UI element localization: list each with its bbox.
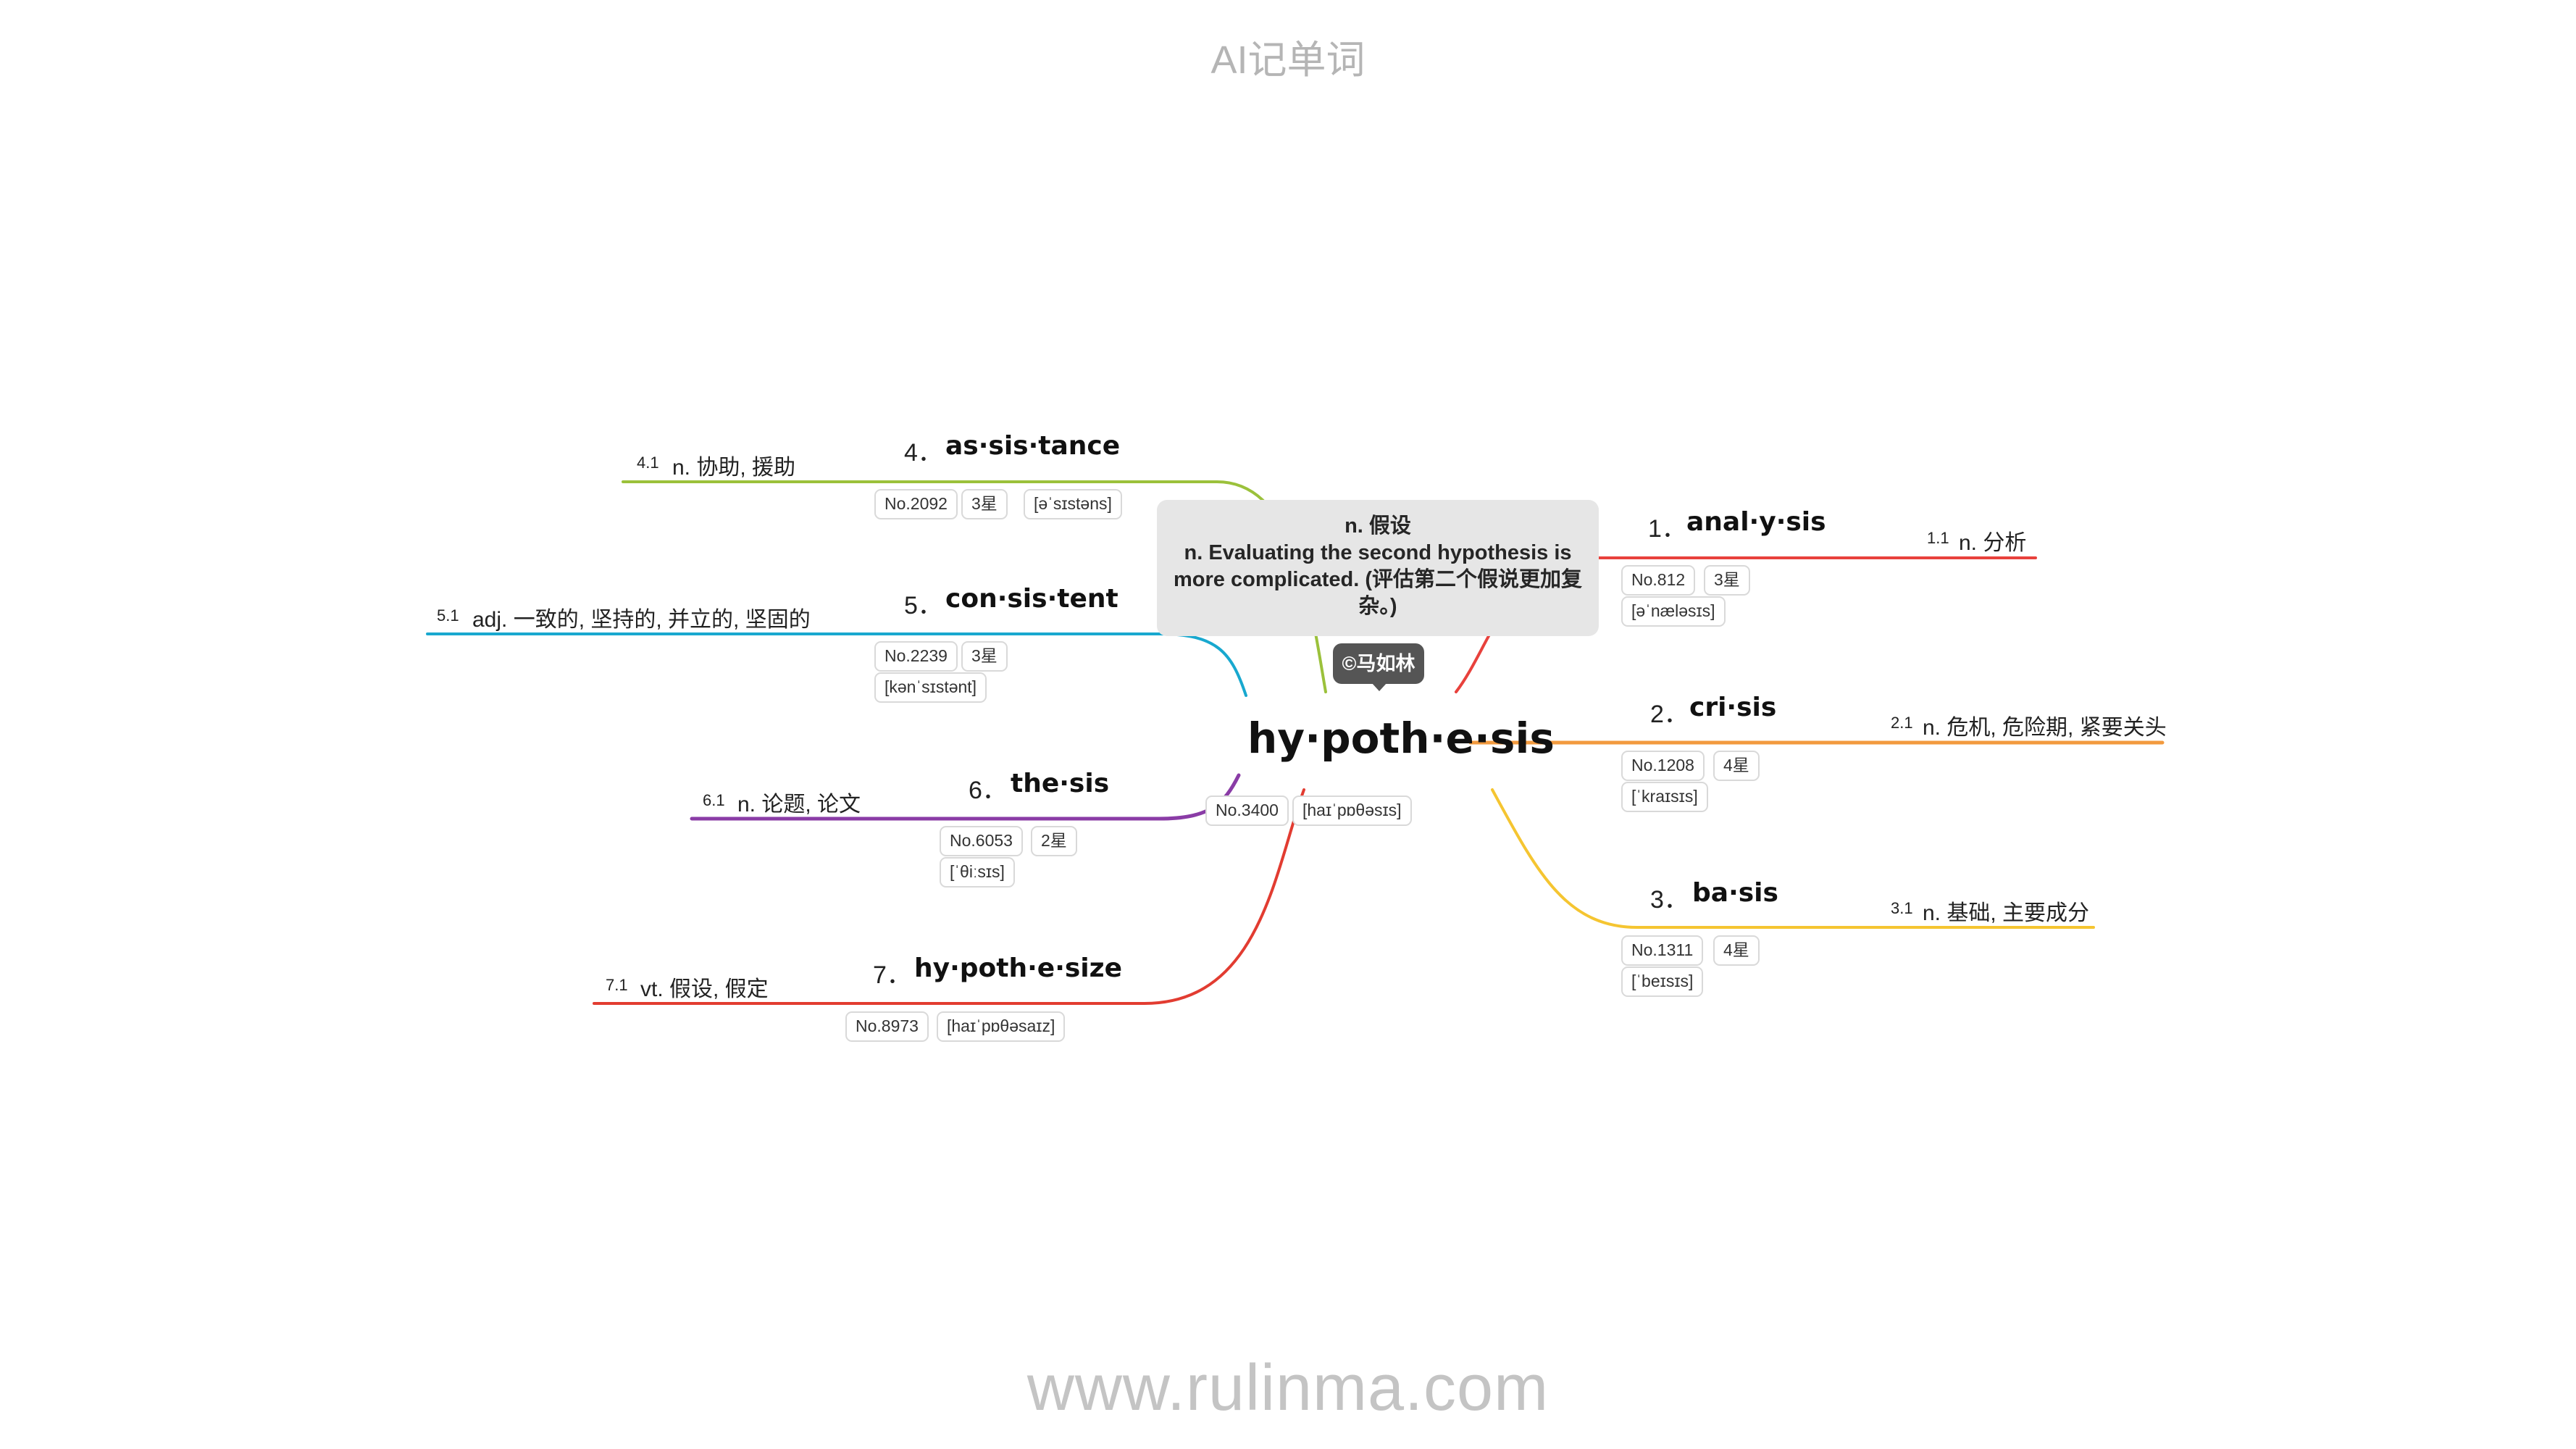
star-rating: 3星 <box>961 641 1008 672</box>
word-number: No.1311 <box>1621 935 1704 966</box>
star-rating: 2星 <box>1031 826 1077 856</box>
branch-line-7 <box>593 788 1305 1005</box>
word-meaning: n. 危机, 危险期, 紧要关头 <box>1923 716 2167 740</box>
star-rating: 3星 <box>961 489 1008 519</box>
badge-pointer <box>1371 682 1387 691</box>
word-phonetic: [ˈbeɪsɪs] <box>1621 966 1704 997</box>
word-number: No.1208 <box>1621 751 1705 781</box>
branch-index: 7． <box>873 961 911 989</box>
branch-index: 6． <box>969 777 1007 804</box>
branch-line-5 <box>426 632 1247 697</box>
branch-word: the·sis <box>1011 769 1110 798</box>
branch-word: cri·sis <box>1689 693 1777 722</box>
copyright-badge: ©马如林 <box>1333 643 1424 684</box>
callout-meaning: n. 假设 <box>1345 514 1411 538</box>
word-phonetic: [ˈθiːsɪs] <box>940 857 1015 888</box>
word-meaning: n. 论题, 论文 <box>737 793 861 817</box>
meaning-index: 1.1 <box>1927 529 1949 547</box>
branch-line-3 <box>1491 788 2095 929</box>
meaning-index: 4.1 <box>637 454 659 472</box>
word-number: No.8973 <box>845 1011 929 1042</box>
word-meaning: n. 分析 <box>1959 531 2027 555</box>
star-rating: 3星 <box>1704 565 1750 596</box>
word-phonetic: [əˈnæləsɪs] <box>1621 596 1726 627</box>
word-phonetic: [əˈsɪstəns] <box>1024 489 1122 519</box>
meaning-index: 3.1 <box>1891 899 1913 917</box>
word-meaning: n. 基础, 主要成分 <box>1923 901 2090 925</box>
branch-index: 3． <box>1650 886 1689 914</box>
branch-index: 1． <box>1648 515 1686 543</box>
branch-index: 4． <box>904 439 942 467</box>
center-word: hy·poth·e·sis <box>1247 714 1555 763</box>
meaning-index: 6.1 <box>703 791 725 809</box>
branch-word: con·sis·tent <box>945 584 1118 614</box>
word-number: No.812 <box>1621 565 1696 596</box>
word-phonetic: [ˈkraɪsɪs] <box>1621 782 1708 812</box>
word-number: No.2092 <box>874 489 958 519</box>
branch-index: 5． <box>904 592 942 619</box>
meaning-index: 2.1 <box>1891 714 1913 732</box>
word-meaning: vt. 假设, 假定 <box>640 977 769 1001</box>
word-meaning: adj. 一致的, 坚持的, 并立的, 坚固的 <box>472 608 811 632</box>
meaning-index: 5.1 <box>437 606 459 625</box>
word-phonetic: [haɪˈpɒθəsaɪz] <box>937 1011 1066 1042</box>
word-number: No.6053 <box>940 826 1023 856</box>
branch-word: anal·y·sis <box>1686 507 1826 537</box>
meaning-index: 7.1 <box>606 976 628 994</box>
word-phonetic: [kənˈsɪstənt] <box>874 672 987 703</box>
star-rating: 4星 <box>1713 935 1760 966</box>
word-meaning: n. 协助, 援助 <box>672 456 796 480</box>
branch-word: hy·poth·e·size <box>914 953 1123 983</box>
definition-callout: n. 假设 n. Evaluating the second hypothesi… <box>1157 500 1599 636</box>
word-number: No.2239 <box>874 641 958 672</box>
center-word-phonetic: [haɪˈpɒθəsɪs] <box>1292 796 1412 826</box>
site-header: AI记单词 <box>1210 38 1366 82</box>
star-rating: 4星 <box>1713 751 1760 781</box>
branch-index: 2． <box>1650 701 1689 728</box>
branch-word: as·sis·tance <box>945 431 1121 461</box>
site-footer-url: www.rulinma.com <box>1026 1352 1550 1424</box>
center-word-number: No.3400 <box>1205 796 1289 826</box>
branch-word: ba·sis <box>1692 878 1778 908</box>
callout-example: n. Evaluating the second hypothesis is m… <box>1174 541 1582 618</box>
